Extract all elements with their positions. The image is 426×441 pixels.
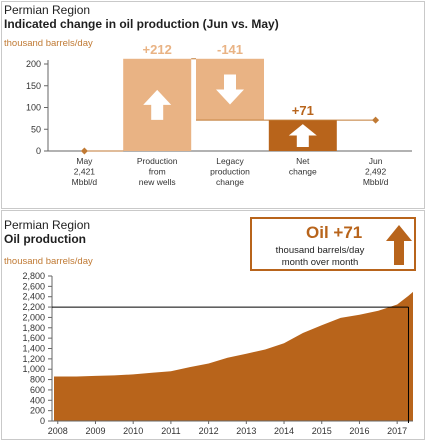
wf-cat-2-line-2: change	[216, 177, 244, 187]
area-xtick-6: 2014	[274, 426, 294, 436]
area-series	[54, 291, 413, 421]
wf-bar-label-2: +71	[292, 103, 314, 118]
wf-bar-arrow-icon-1	[216, 74, 244, 105]
wf-start-marker	[80, 147, 88, 155]
callout-line1: thousand barrels/day	[275, 245, 365, 256]
callout-line2: month over month	[281, 257, 359, 268]
wf-cat-1-line-0: Production	[137, 156, 178, 166]
panel1-unit: thousand barrels/day	[4, 38, 93, 49]
area-ytick-2: 400	[30, 395, 45, 405]
wf-cat-0-line-0: May	[76, 156, 93, 166]
panel2-region: Permian Region	[4, 218, 91, 232]
area-ytick-5: 1,000	[22, 364, 45, 374]
wf-cat-1-line-1: from	[149, 167, 166, 177]
wf-ytick-2: 100	[26, 103, 41, 113]
oil-callout: Oil +71 thousand barrels/day month over …	[250, 217, 416, 271]
area-ytick-7: 1,400	[22, 344, 45, 354]
wf-ytick-1: 50	[31, 124, 41, 134]
waterfall-panel	[1, 1, 425, 209]
area-ytick-0: 0	[40, 416, 45, 426]
wf-cat-0-line-1: 2,421	[74, 167, 96, 177]
area-xtick-2: 2010	[123, 426, 143, 436]
area-ytick-11: 2,200	[22, 302, 45, 312]
area-xtick-4: 2012	[199, 426, 219, 436]
wf-cat-2-line-0: Legacy	[216, 156, 244, 166]
wf-ytick-3: 150	[26, 81, 41, 91]
area-ytick-3: 600	[30, 385, 45, 395]
callout-headline: Oil +71	[306, 223, 363, 242]
area-ytick-12: 2,400	[22, 292, 45, 302]
wf-ytick-4: 200	[26, 59, 41, 69]
wf-cat-3-line-0: Net	[296, 156, 310, 166]
panel1-region: Permian Region	[4, 3, 91, 17]
panel2-title: Oil production	[4, 232, 86, 246]
wf-cat-0-line-2: Mbbl/d	[72, 177, 98, 187]
area-xtick-8: 2016	[349, 426, 369, 436]
area-ytick-9: 1,800	[22, 323, 45, 333]
area-ytick-10: 2,000	[22, 312, 45, 322]
area-ytick-13: 2,600	[22, 281, 45, 291]
area-xtick-0: 2008	[48, 426, 68, 436]
area-xtick-3: 2011	[161, 426, 180, 436]
wf-bar-label-0: +212	[143, 42, 172, 57]
callout-up-arrow-icon	[386, 225, 412, 265]
area-xtick-7: 2015	[312, 426, 332, 436]
area-ytick-1: 200	[30, 406, 45, 416]
wf-bar-arrow-icon-0	[143, 89, 172, 120]
wf-bar-label-1: -141	[217, 42, 243, 57]
area-xtick-5: 2013	[236, 426, 256, 436]
wf-cat-1-line-2: new wells	[139, 177, 176, 187]
panel1-title: Indicated change in oil production (Jun …	[4, 17, 279, 31]
wf-bar-arrow-icon-2	[288, 124, 317, 147]
production-panel	[1, 210, 425, 440]
area-ytick-14: 2,800	[22, 271, 45, 281]
wf-end-marker	[372, 116, 380, 124]
panel2-unit: thousand barrels/day	[4, 256, 93, 267]
area-xtick-1: 2009	[85, 426, 105, 436]
wf-cat-4-line-2: Mbbl/d	[363, 177, 389, 187]
wf-cat-3-line-1: change	[289, 167, 317, 177]
area-ytick-8: 1,600	[22, 333, 45, 343]
area-xtick-9: 2017	[387, 426, 407, 436]
area-ytick-4: 800	[30, 375, 45, 385]
wf-cat-4-line-1: 2,492	[365, 167, 387, 177]
area-ytick-6: 1,200	[22, 354, 45, 364]
wf-cat-2-line-1: production	[210, 167, 250, 177]
wf-cat-4-line-0: Jun	[369, 156, 383, 166]
wf-ytick-0: 0	[36, 146, 41, 156]
